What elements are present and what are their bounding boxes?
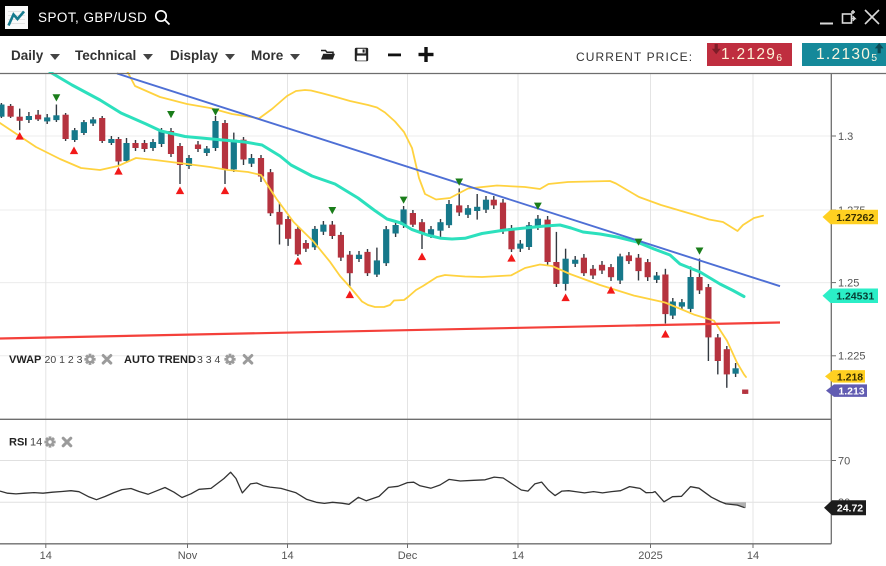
- svg-text:14: 14: [512, 550, 524, 562]
- svg-text:Dec: Dec: [398, 550, 418, 562]
- svg-text:RSI: RSI: [9, 437, 27, 449]
- svg-text:AUTO TREND: AUTO TREND: [124, 354, 196, 366]
- svg-text:Nov: Nov: [178, 550, 198, 562]
- svg-text:1.218: 1.218: [837, 371, 863, 383]
- svg-text:1.25: 1.25: [838, 277, 859, 289]
- svg-text:3 3 4: 3 3 4: [197, 354, 221, 366]
- svg-text:1.3: 1.3: [838, 131, 853, 143]
- svg-text:14: 14: [30, 437, 42, 449]
- svg-text:1.24531: 1.24531: [836, 291, 874, 303]
- svg-text:14: 14: [281, 550, 293, 562]
- svg-text:14: 14: [40, 550, 52, 562]
- svg-text:2025: 2025: [638, 550, 662, 562]
- svg-text:1.27262: 1.27262: [836, 212, 874, 224]
- svg-text:70: 70: [838, 455, 850, 467]
- svg-text:24.72: 24.72: [837, 503, 863, 515]
- svg-text:20 1 2 3: 20 1 2 3: [45, 354, 83, 366]
- svg-text:VWAP: VWAP: [9, 354, 41, 366]
- svg-text:1.225: 1.225: [838, 351, 866, 363]
- svg-text:14: 14: [747, 550, 759, 562]
- svg-text:1.213: 1.213: [838, 386, 864, 398]
